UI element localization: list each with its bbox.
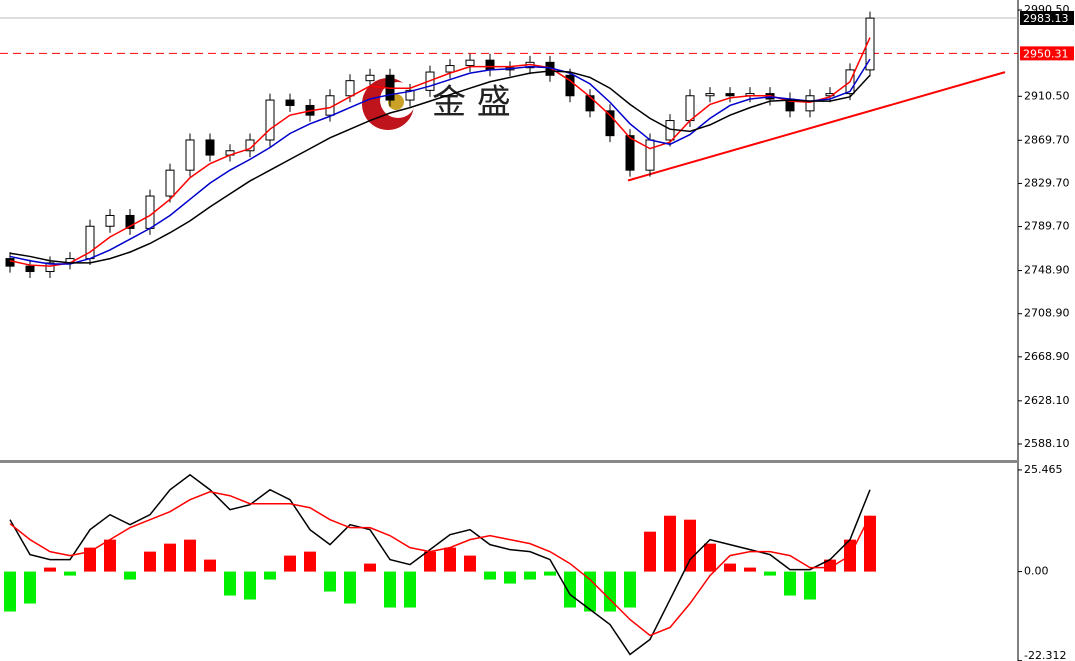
- candle-body: [865, 17, 875, 71]
- histogram-bar: [124, 571, 136, 580]
- candle-body: [485, 59, 495, 71]
- histogram-bar: [664, 515, 676, 572]
- moving-average: [9, 70, 871, 264]
- histogram-bar: [504, 571, 516, 584]
- candle-body: [265, 99, 275, 141]
- candle-body: [145, 195, 155, 229]
- histogram-bar: [464, 555, 476, 572]
- trendline: [627, 71, 1006, 182]
- histogram-bar: [384, 571, 396, 608]
- histogram-bar: [544, 571, 556, 576]
- macd-line: [9, 473, 871, 656]
- histogram-bar: [84, 547, 96, 572]
- histogram-bar: [304, 551, 316, 572]
- y-tick-label: 2910.50: [1024, 89, 1070, 102]
- candle-body: [405, 89, 415, 101]
- panel-separator: [0, 460, 1018, 463]
- histogram-bar: [404, 571, 416, 608]
- candle-body: [205, 139, 215, 156]
- y-tick-label: 2789.70: [1024, 220, 1070, 233]
- y-tick-label: 2628.10: [1024, 394, 1070, 407]
- y-tick-label: 0.00: [1024, 565, 1049, 578]
- candle-body: [445, 65, 455, 73]
- y-tick-label: 2708.90: [1024, 307, 1070, 320]
- histogram-bar: [604, 571, 616, 612]
- candle-body: [285, 99, 295, 106]
- histogram-bar: [4, 571, 16, 612]
- y-tick-label: -22.312: [1024, 649, 1066, 661]
- histogram-bar: [704, 543, 716, 572]
- macd-line: [9, 490, 871, 637]
- histogram-bar: [104, 539, 116, 572]
- candle-body: [365, 74, 375, 82]
- candle-body: [345, 80, 355, 97]
- histogram-bar: [364, 563, 376, 572]
- histogram-bar: [744, 567, 756, 572]
- moving-average: [9, 37, 871, 267]
- histogram-bar: [444, 547, 456, 572]
- histogram-bar: [164, 543, 176, 572]
- histogram-bar: [24, 571, 36, 604]
- candle-body: [605, 110, 615, 137]
- y-tick-label: 2588.10: [1024, 437, 1070, 450]
- level-label-box: [1020, 46, 1074, 61]
- histogram-bar: [684, 519, 696, 572]
- candle-body: [5, 258, 15, 267]
- candle-body: [585, 95, 595, 112]
- histogram-bar: [724, 563, 736, 572]
- y-tick-label: 25.465: [1024, 463, 1063, 476]
- histogram-bar: [284, 555, 296, 572]
- histogram-bar: [204, 559, 216, 572]
- candle-body: [625, 135, 635, 171]
- candle-body: [45, 262, 55, 273]
- y-tick-label: 2829.70: [1024, 176, 1070, 189]
- candle-body: [685, 95, 695, 122]
- level-label: 2950.31: [1023, 47, 1069, 60]
- histogram-bar: [864, 515, 876, 572]
- candle-body: [665, 120, 675, 141]
- moving-average: [9, 58, 871, 265]
- last-price-label-box: [1020, 10, 1074, 25]
- histogram-bar: [244, 571, 256, 600]
- candle-body: [645, 139, 655, 171]
- candle-body: [185, 139, 195, 171]
- histogram-bar: [804, 571, 816, 600]
- watermark: 金 盛: [432, 83, 511, 123]
- y-tick-label: 2869.70: [1024, 133, 1070, 146]
- histogram-bar: [64, 571, 76, 576]
- candle-body: [105, 214, 115, 227]
- histogram-bar: [824, 559, 836, 572]
- histogram-bar: [324, 571, 336, 592]
- histogram-bar: [644, 531, 656, 572]
- histogram-bar: [144, 551, 156, 572]
- histogram-bar: [44, 567, 56, 572]
- candle-body: [125, 214, 135, 229]
- histogram-bar: [484, 571, 496, 580]
- histogram-bar: [624, 571, 636, 608]
- histogram-bar: [564, 571, 576, 608]
- candle-body: [565, 74, 575, 97]
- candle-body: [165, 169, 175, 197]
- last-price-label: 2983.13: [1023, 12, 1069, 25]
- histogram-bar: [344, 571, 356, 604]
- candle-body: [465, 59, 475, 67]
- histogram-bar: [224, 571, 236, 596]
- histogram-bar: [424, 551, 436, 572]
- y-tick-label: 2748.90: [1024, 264, 1070, 277]
- histogram-bar: [184, 539, 196, 572]
- histogram-bar: [524, 571, 536, 580]
- histogram-bar: [264, 571, 276, 580]
- candle-body: [805, 95, 815, 112]
- candle-body: [25, 265, 35, 273]
- histogram-bar: [764, 571, 776, 576]
- candle-body: [725, 93, 735, 97]
- histogram-bar: [784, 571, 796, 596]
- y-tick-label: 2668.90: [1024, 350, 1070, 363]
- candle-body: [705, 93, 715, 97]
